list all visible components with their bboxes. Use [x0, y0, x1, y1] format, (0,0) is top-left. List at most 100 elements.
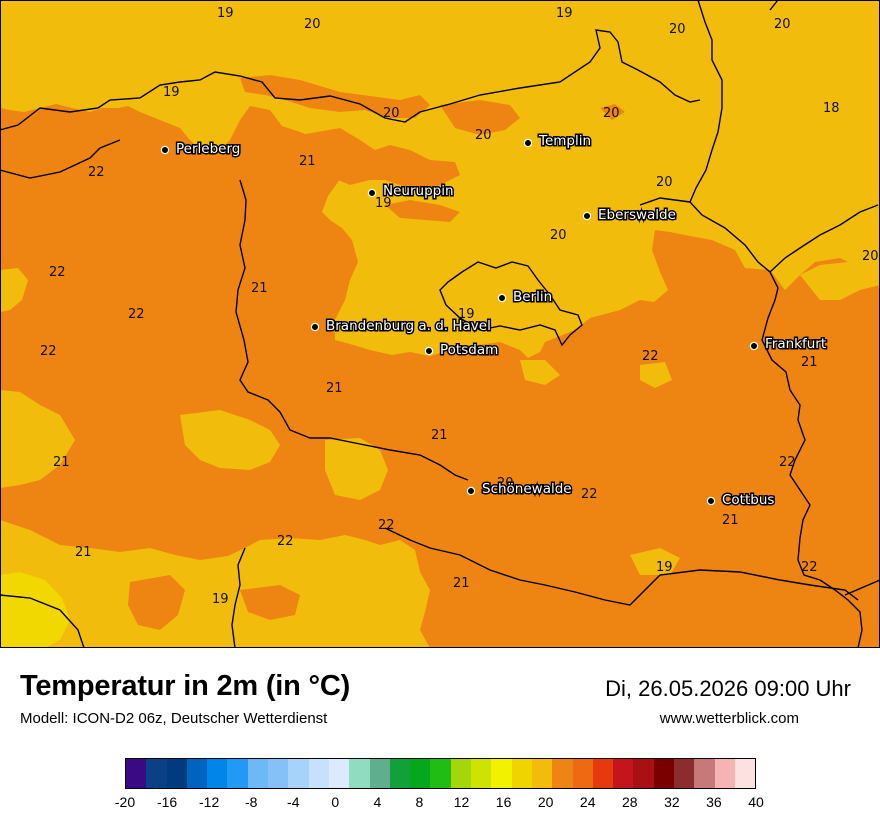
city-dot — [749, 341, 759, 351]
temp-label: 19 — [217, 6, 234, 21]
color-swatch — [592, 759, 614, 788]
color-scale-tick-label: 4 — [373, 794, 382, 810]
footer: Temperatur in 2m (in °C) Modell: ICON-D2… — [0, 648, 880, 830]
temp-label: 20 — [497, 476, 514, 491]
color-swatch — [186, 759, 208, 788]
city-templin: Templin — [523, 132, 593, 151]
color-swatch — [146, 759, 167, 788]
temp-label: 22 — [40, 344, 57, 359]
color-scale-tick-label: 20 — [537, 794, 554, 810]
city-label: Perleberg — [176, 141, 240, 157]
borders — [0, 0, 880, 648]
city-dot — [466, 486, 476, 496]
city-dot — [582, 211, 592, 221]
color-swatch — [531, 759, 553, 788]
temp-label: 18 — [823, 101, 840, 116]
temp-label: 19 — [556, 6, 573, 21]
temp-label: 21 — [299, 154, 316, 169]
temp-label: 20 — [475, 128, 492, 143]
temp-label: 22 — [128, 307, 145, 322]
temp-label: 20 — [550, 228, 567, 243]
color-swatch — [247, 759, 269, 788]
color-swatch — [207, 759, 228, 788]
color-scale-ticks: -20 -16 -12 -8 -4 0 4 8 12 16 20 24 28 32 36 40 — [115, 794, 764, 814]
color-swatch — [572, 759, 593, 788]
temp-label: 21 — [801, 355, 818, 370]
temp-label: 20 — [656, 175, 673, 190]
temperature-map: 19 20 19 20 20 18 19 20 20 20 21 22 20 1… — [0, 0, 880, 648]
color-scale-tick-label: 0 — [331, 794, 340, 810]
color-swatch — [430, 759, 451, 788]
color-scale-tick-label: -8 — [244, 794, 258, 810]
city-berlin: Berlin — [497, 288, 554, 307]
color-scale-tick-label: 32 — [664, 794, 680, 810]
color-swatch — [328, 759, 350, 788]
color-swatch — [268, 759, 289, 788]
temperature-labels: 19 20 19 20 20 18 19 20 20 20 21 22 20 1… — [40, 6, 879, 607]
color-swatch — [227, 759, 248, 788]
temp-label: 22 — [581, 487, 598, 502]
color-swatch — [308, 759, 329, 788]
city-label: Templin — [538, 133, 591, 149]
color-swatch — [552, 759, 573, 788]
temp-label: 21 — [431, 428, 448, 443]
temp-label: 20 — [383, 106, 400, 121]
city-potsdam: Potsdam — [424, 341, 500, 360]
temp-label: 21 — [722, 513, 739, 528]
color-scale-tick-label: -4 — [287, 794, 300, 810]
temp-area-17-18 — [0, 572, 70, 648]
temp-label: 19 — [458, 307, 475, 322]
city-perleberg: Perleberg — [160, 140, 242, 159]
temp-label: 21 — [453, 576, 470, 591]
color-scale-tick-label: -16 — [156, 794, 178, 810]
temp-label: 21 — [53, 455, 70, 470]
color-scale — [125, 758, 756, 789]
color-scale-tick-label: 40 — [748, 794, 764, 810]
color-swatch — [126, 759, 147, 788]
city-label: Cottbus — [722, 492, 774, 508]
temp-label: 20 — [669, 22, 686, 37]
city-schoenewalde: Schönewalde — [466, 480, 573, 499]
temp-label: 22 — [378, 518, 395, 533]
city-dot — [424, 346, 434, 356]
color-swatch — [491, 759, 512, 788]
color-swatch — [369, 759, 390, 788]
color-swatch — [471, 759, 492, 788]
color-swatch — [714, 759, 735, 788]
color-scale-tick-label: -20 — [114, 794, 136, 810]
temp-label: 22 — [49, 265, 66, 280]
temp-label: 19 — [375, 196, 392, 211]
color-scale-tick-label: 28 — [622, 794, 638, 810]
color-swatch — [653, 759, 675, 788]
forecast-datetime: Di, 26.05.2026 09:00 Uhr — [605, 676, 851, 701]
color-scale-tick-label: -12 — [199, 794, 220, 810]
city-label: Berlin — [513, 289, 552, 305]
color-scale-tick-label: 8 — [415, 794, 424, 810]
city-dot — [497, 293, 507, 303]
color-swatch — [511, 759, 532, 788]
color-scale-tick-label: 12 — [453, 794, 470, 810]
color-swatch — [674, 759, 695, 788]
temp-label: 22 — [779, 455, 796, 470]
city-label: Frankfurt — [765, 336, 826, 352]
temp-label: 22 — [642, 349, 659, 364]
model-info: Modell: ICON-D2 06z, Deutscher Wetterdie… — [20, 710, 328, 727]
temp-label: 20 — [304, 17, 321, 32]
city-label: Potsdam — [440, 342, 498, 358]
temp-label: 22 — [801, 560, 818, 575]
color-scale-tick-label: 36 — [706, 794, 722, 810]
city-dot — [523, 138, 533, 148]
color-swatch — [633, 759, 654, 788]
color-swatch — [166, 759, 187, 788]
temp-label: 20 — [603, 106, 620, 121]
city-dot — [706, 496, 716, 506]
temp-label: 19 — [656, 560, 673, 575]
website-link: www.wetterblick.com — [659, 710, 799, 727]
color-swatch — [694, 759, 715, 788]
color-swatch — [410, 759, 431, 788]
city-dot — [160, 145, 170, 155]
temp-label: 20 — [774, 17, 791, 32]
city-dot — [367, 188, 377, 198]
city-eberswalde: Eberswalde — [582, 206, 677, 225]
city-brandenburg: Brandenburg a. d. Havel — [310, 317, 492, 336]
